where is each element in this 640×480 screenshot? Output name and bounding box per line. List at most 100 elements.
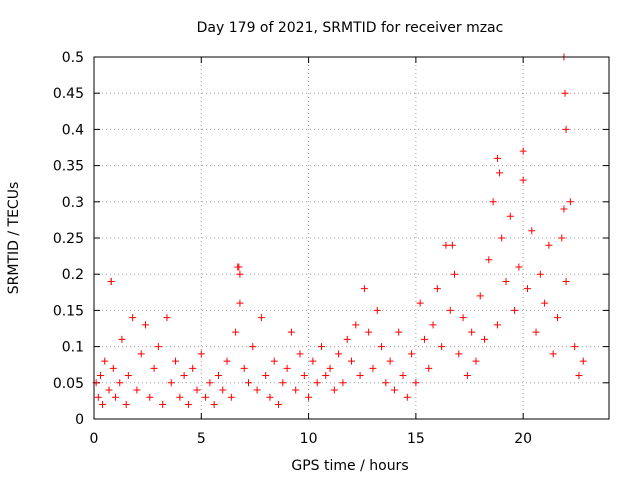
y-tick-label: 0.3 (62, 195, 84, 211)
data-point (493, 154, 501, 162)
data-point (412, 379, 420, 387)
data-point (322, 372, 330, 380)
data-point (150, 364, 158, 372)
data-point (109, 364, 117, 372)
data-point (266, 393, 274, 401)
data-point (101, 357, 109, 365)
data-point (210, 401, 218, 409)
data-point (219, 386, 227, 394)
data-point (137, 350, 145, 358)
data-point (498, 234, 506, 242)
data-point (528, 227, 536, 235)
data-point (496, 169, 504, 177)
data-point (232, 328, 240, 336)
data-point (579, 357, 587, 365)
data-point (189, 364, 197, 372)
data-point (369, 364, 377, 372)
data-point (116, 379, 124, 387)
data-point (275, 401, 283, 409)
data-point (283, 364, 291, 372)
data-point (566, 198, 574, 206)
data-point (111, 393, 119, 401)
data-point (296, 350, 304, 358)
data-point (403, 393, 411, 401)
y-tick-label: 0.45 (53, 86, 84, 102)
data-point (352, 321, 360, 329)
data-point (313, 379, 321, 387)
data-point (235, 263, 243, 271)
data-point (176, 393, 184, 401)
data-point (561, 89, 569, 97)
plot-frame (93, 56, 610, 420)
data-point (253, 386, 261, 394)
y-tick-label: 0.15 (53, 303, 84, 319)
data-point (270, 357, 278, 365)
data-point (519, 147, 527, 155)
data-point (451, 270, 458, 278)
data-point (549, 350, 557, 358)
data-point (506, 212, 514, 220)
data-point (562, 125, 570, 133)
data-point (502, 277, 510, 285)
data-point (105, 386, 113, 394)
data-point (485, 256, 493, 264)
data-point (541, 299, 549, 307)
data-point (348, 357, 355, 365)
x-tick-label: 20 (514, 431, 532, 447)
y-tick-label: 0.35 (53, 159, 84, 175)
y-tick-label: 0 (75, 412, 84, 428)
data-point (96, 372, 104, 380)
data-point (292, 386, 300, 394)
data-point (163, 314, 171, 322)
data-point (129, 314, 137, 322)
data-point (416, 299, 424, 307)
x-axis-label: GPS time / hours (291, 458, 408, 474)
y-tick-label: 0.4 (62, 122, 84, 138)
data-point (227, 393, 235, 401)
grid (94, 57, 609, 419)
data-point (154, 343, 162, 351)
data-point (425, 364, 433, 372)
data-point (382, 379, 390, 387)
data-point (532, 328, 540, 336)
data-point (159, 401, 167, 409)
data-point (420, 335, 428, 343)
data-point (360, 285, 368, 293)
data-point (287, 328, 295, 336)
data-point (519, 176, 527, 184)
data-point (206, 379, 214, 387)
data-point (180, 372, 188, 380)
data-point (236, 299, 244, 307)
data-point (339, 379, 347, 387)
data-point (300, 372, 308, 380)
data-point (343, 335, 351, 343)
data-point (390, 386, 398, 394)
data-point (562, 277, 570, 285)
y-axis-label: SRMTID / TECUs (6, 182, 22, 295)
data-point (523, 285, 531, 293)
data-point (472, 357, 480, 365)
data-point (124, 372, 132, 380)
data-point (554, 314, 561, 322)
data-point (558, 234, 566, 242)
data-points (92, 53, 587, 409)
y-tick-label: 0.5 (62, 50, 84, 66)
data-point (214, 372, 222, 380)
data-point (240, 364, 248, 372)
data-point (172, 357, 180, 365)
data-point (575, 372, 583, 380)
data-point (118, 335, 126, 343)
data-point (378, 343, 386, 351)
data-point (262, 372, 270, 380)
data-point (459, 314, 467, 322)
data-point (202, 393, 210, 401)
data-point (429, 321, 437, 329)
data-point (433, 285, 441, 293)
data-point (335, 350, 343, 358)
data-point (493, 321, 501, 329)
data-point (223, 357, 231, 365)
y-tick-label: 0.2 (62, 267, 84, 283)
data-point (330, 386, 338, 394)
data-point (309, 357, 317, 365)
